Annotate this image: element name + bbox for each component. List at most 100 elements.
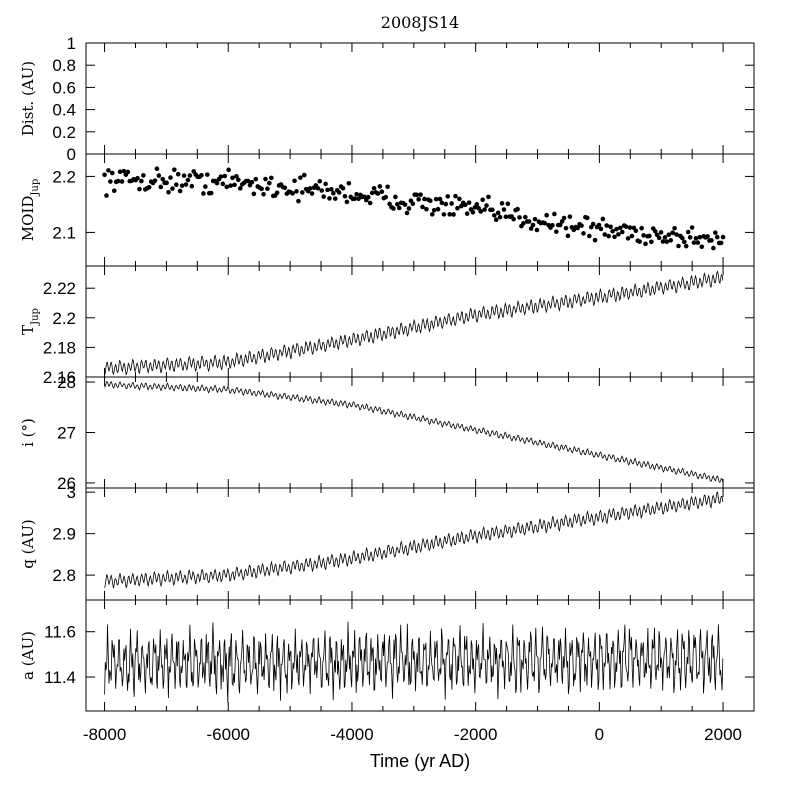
moid-point bbox=[232, 182, 237, 188]
moid-point bbox=[416, 197, 421, 202]
moid-point bbox=[497, 214, 503, 220]
moid-point bbox=[565, 233, 571, 239]
moid-point bbox=[119, 179, 125, 184]
moid-point bbox=[367, 200, 373, 206]
moid-point bbox=[179, 183, 185, 188]
moid-point bbox=[534, 227, 540, 233]
series-line bbox=[104, 621, 724, 703]
moid-point bbox=[633, 228, 639, 234]
moid-point bbox=[261, 191, 266, 197]
moid-point bbox=[259, 186, 264, 192]
moid-point bbox=[189, 183, 195, 189]
moid-point bbox=[199, 172, 204, 178]
moid-point bbox=[121, 168, 127, 174]
moid-point bbox=[336, 190, 342, 195]
moid-point bbox=[181, 173, 187, 178]
moid-point bbox=[253, 176, 259, 182]
moid-point bbox=[294, 189, 299, 194]
moid-point bbox=[234, 173, 239, 179]
y-axis-label: MOIDJup bbox=[19, 179, 41, 241]
moid-point bbox=[457, 196, 462, 202]
moid-point bbox=[393, 194, 398, 200]
moid-point bbox=[224, 184, 230, 190]
y-tick-label: 11.6 bbox=[44, 623, 76, 642]
moid-point bbox=[315, 185, 321, 191]
moid-point bbox=[554, 229, 559, 234]
moid-point bbox=[369, 190, 375, 196]
moid-point bbox=[102, 172, 107, 178]
y-axis-label-main: i (°) bbox=[19, 418, 37, 447]
x-tick-label: -2000 bbox=[454, 725, 497, 744]
moid-point bbox=[495, 210, 501, 216]
moid-point bbox=[544, 212, 549, 218]
moid-point bbox=[429, 212, 435, 217]
moid-point bbox=[521, 221, 526, 226]
moid-point bbox=[203, 184, 208, 189]
moid-point bbox=[666, 232, 672, 238]
y-tick-label: 0 bbox=[67, 145, 76, 164]
moid-point bbox=[474, 202, 480, 207]
moid-point bbox=[117, 169, 123, 175]
moid-point bbox=[414, 192, 420, 198]
moid-point bbox=[164, 180, 169, 186]
y-tick-label: 2.18 bbox=[43, 338, 76, 357]
moid-point bbox=[480, 197, 485, 203]
moid-point bbox=[552, 211, 557, 217]
moid-point bbox=[557, 222, 563, 228]
series-line bbox=[104, 270, 724, 376]
moid-point bbox=[656, 235, 662, 241]
moid-point bbox=[550, 222, 555, 228]
moid-point bbox=[298, 175, 303, 180]
moid-point bbox=[391, 206, 396, 211]
moid-point bbox=[352, 196, 357, 201]
moid-point bbox=[410, 201, 416, 207]
y-tick-label: 2.22 bbox=[43, 279, 76, 298]
y-axis-label: q (AU) bbox=[19, 519, 37, 569]
moid-point bbox=[575, 225, 580, 231]
moid-point bbox=[596, 222, 602, 228]
moid-point bbox=[482, 207, 487, 212]
y-axis-label-main: T bbox=[19, 325, 37, 335]
moid-point bbox=[435, 206, 441, 212]
moid-point bbox=[269, 175, 274, 181]
moid-point bbox=[705, 234, 710, 239]
moid-point bbox=[676, 243, 681, 249]
moid-point bbox=[168, 175, 173, 180]
moid-point bbox=[517, 215, 522, 220]
moid-point bbox=[470, 209, 476, 215]
moid-point bbox=[612, 234, 617, 240]
moid-point bbox=[523, 214, 528, 220]
moid-point bbox=[154, 166, 160, 172]
moid-point bbox=[709, 238, 714, 243]
moid-point bbox=[606, 233, 611, 239]
moid-point bbox=[499, 201, 505, 206]
moid-point bbox=[664, 239, 670, 245]
moid-point bbox=[501, 207, 507, 212]
y-tick-label: 2.9 bbox=[52, 525, 76, 544]
x-tick-label: 2000 bbox=[704, 725, 742, 744]
moid-point bbox=[695, 240, 701, 245]
panel-6: 11.4 11.6 a (AU) -8000 -6000 -4000 -2000 0 2000 bbox=[19, 599, 755, 744]
moid-point bbox=[623, 224, 629, 229]
panel-1: 0 0.2 0.4 0.6 0.8 1 Dist. (AU) bbox=[19, 34, 755, 164]
moid-point bbox=[439, 200, 445, 206]
moid-point bbox=[559, 219, 565, 224]
moid-point bbox=[680, 235, 685, 241]
moid-point bbox=[670, 230, 675, 236]
moid-point bbox=[346, 181, 352, 186]
moid-point bbox=[396, 205, 402, 211]
moid-point bbox=[505, 201, 511, 207]
y-tick-label: 2.2 bbox=[52, 167, 76, 186]
moid-point bbox=[528, 226, 534, 231]
moid-point bbox=[491, 213, 497, 218]
y-tick-label: 2.8 bbox=[52, 566, 76, 585]
y-axis-label: TJup bbox=[19, 308, 41, 335]
moid-point bbox=[639, 225, 644, 231]
moid-point bbox=[579, 223, 584, 228]
moid-point bbox=[385, 184, 390, 190]
moid-point bbox=[511, 216, 516, 222]
moid-point bbox=[542, 220, 547, 226]
moid-point bbox=[331, 190, 336, 196]
moid-point bbox=[614, 226, 619, 232]
